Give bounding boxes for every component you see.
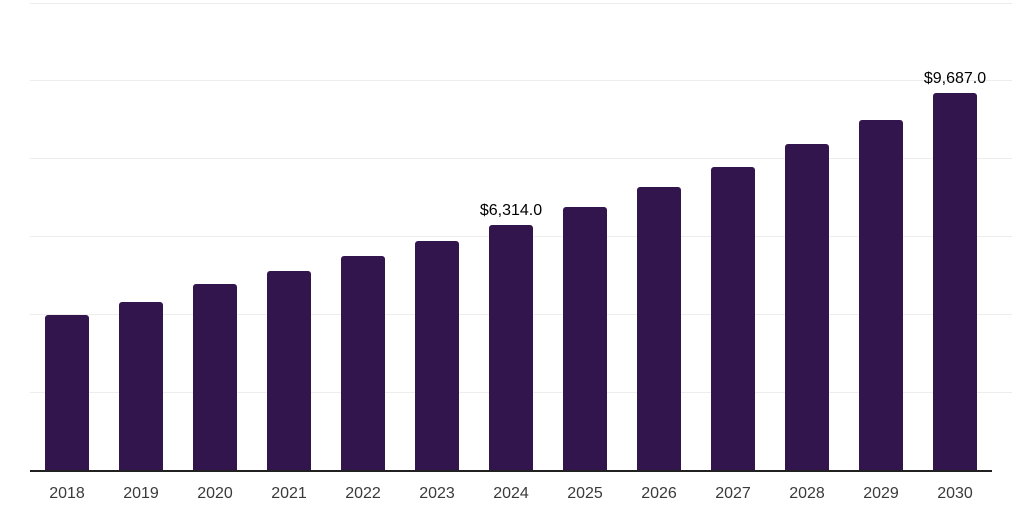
x-tick-2020: 2020 [197,485,233,502]
bar-2023[interactable] [415,241,459,471]
x-axis-line [30,469,992,472]
x-tick-2030: 2030 [937,485,973,502]
bar-2026[interactable] [637,187,681,471]
x-tick-2028: 2028 [789,485,825,502]
bar-2030[interactable] [933,93,977,471]
data-label-2030: $9,687.0 [923,70,987,88]
x-tick-2023: 2023 [419,485,455,502]
gridline-10000 [30,80,1012,82]
bar-2028[interactable] [785,144,829,471]
x-tick-2026: 2026 [641,485,677,502]
bar-2020[interactable] [193,283,237,471]
bar-2024[interactable] [489,224,533,471]
bar-2029[interactable] [859,120,903,471]
bar-2022[interactable] [341,255,385,471]
x-tick-2024: 2024 [493,485,529,502]
data-label-2024: $6,314.0 [479,201,543,219]
x-tick-2018: 2018 [49,485,85,502]
bar-2019[interactable] [119,302,163,471]
bar-2018[interactable] [45,315,89,471]
x-tick-2022: 2022 [345,485,381,502]
bar-2021[interactable] [267,271,311,471]
x-tick-2019: 2019 [123,485,159,502]
x-tick-2027: 2027 [715,485,751,502]
bar-2027[interactable] [711,167,755,471]
bar-2025[interactable] [563,206,607,471]
gridline-12000 [30,2,1012,4]
x-tick-2029: 2029 [863,485,899,502]
x-tick-2021: 2021 [271,485,307,502]
x-tick-2025: 2025 [567,485,603,502]
